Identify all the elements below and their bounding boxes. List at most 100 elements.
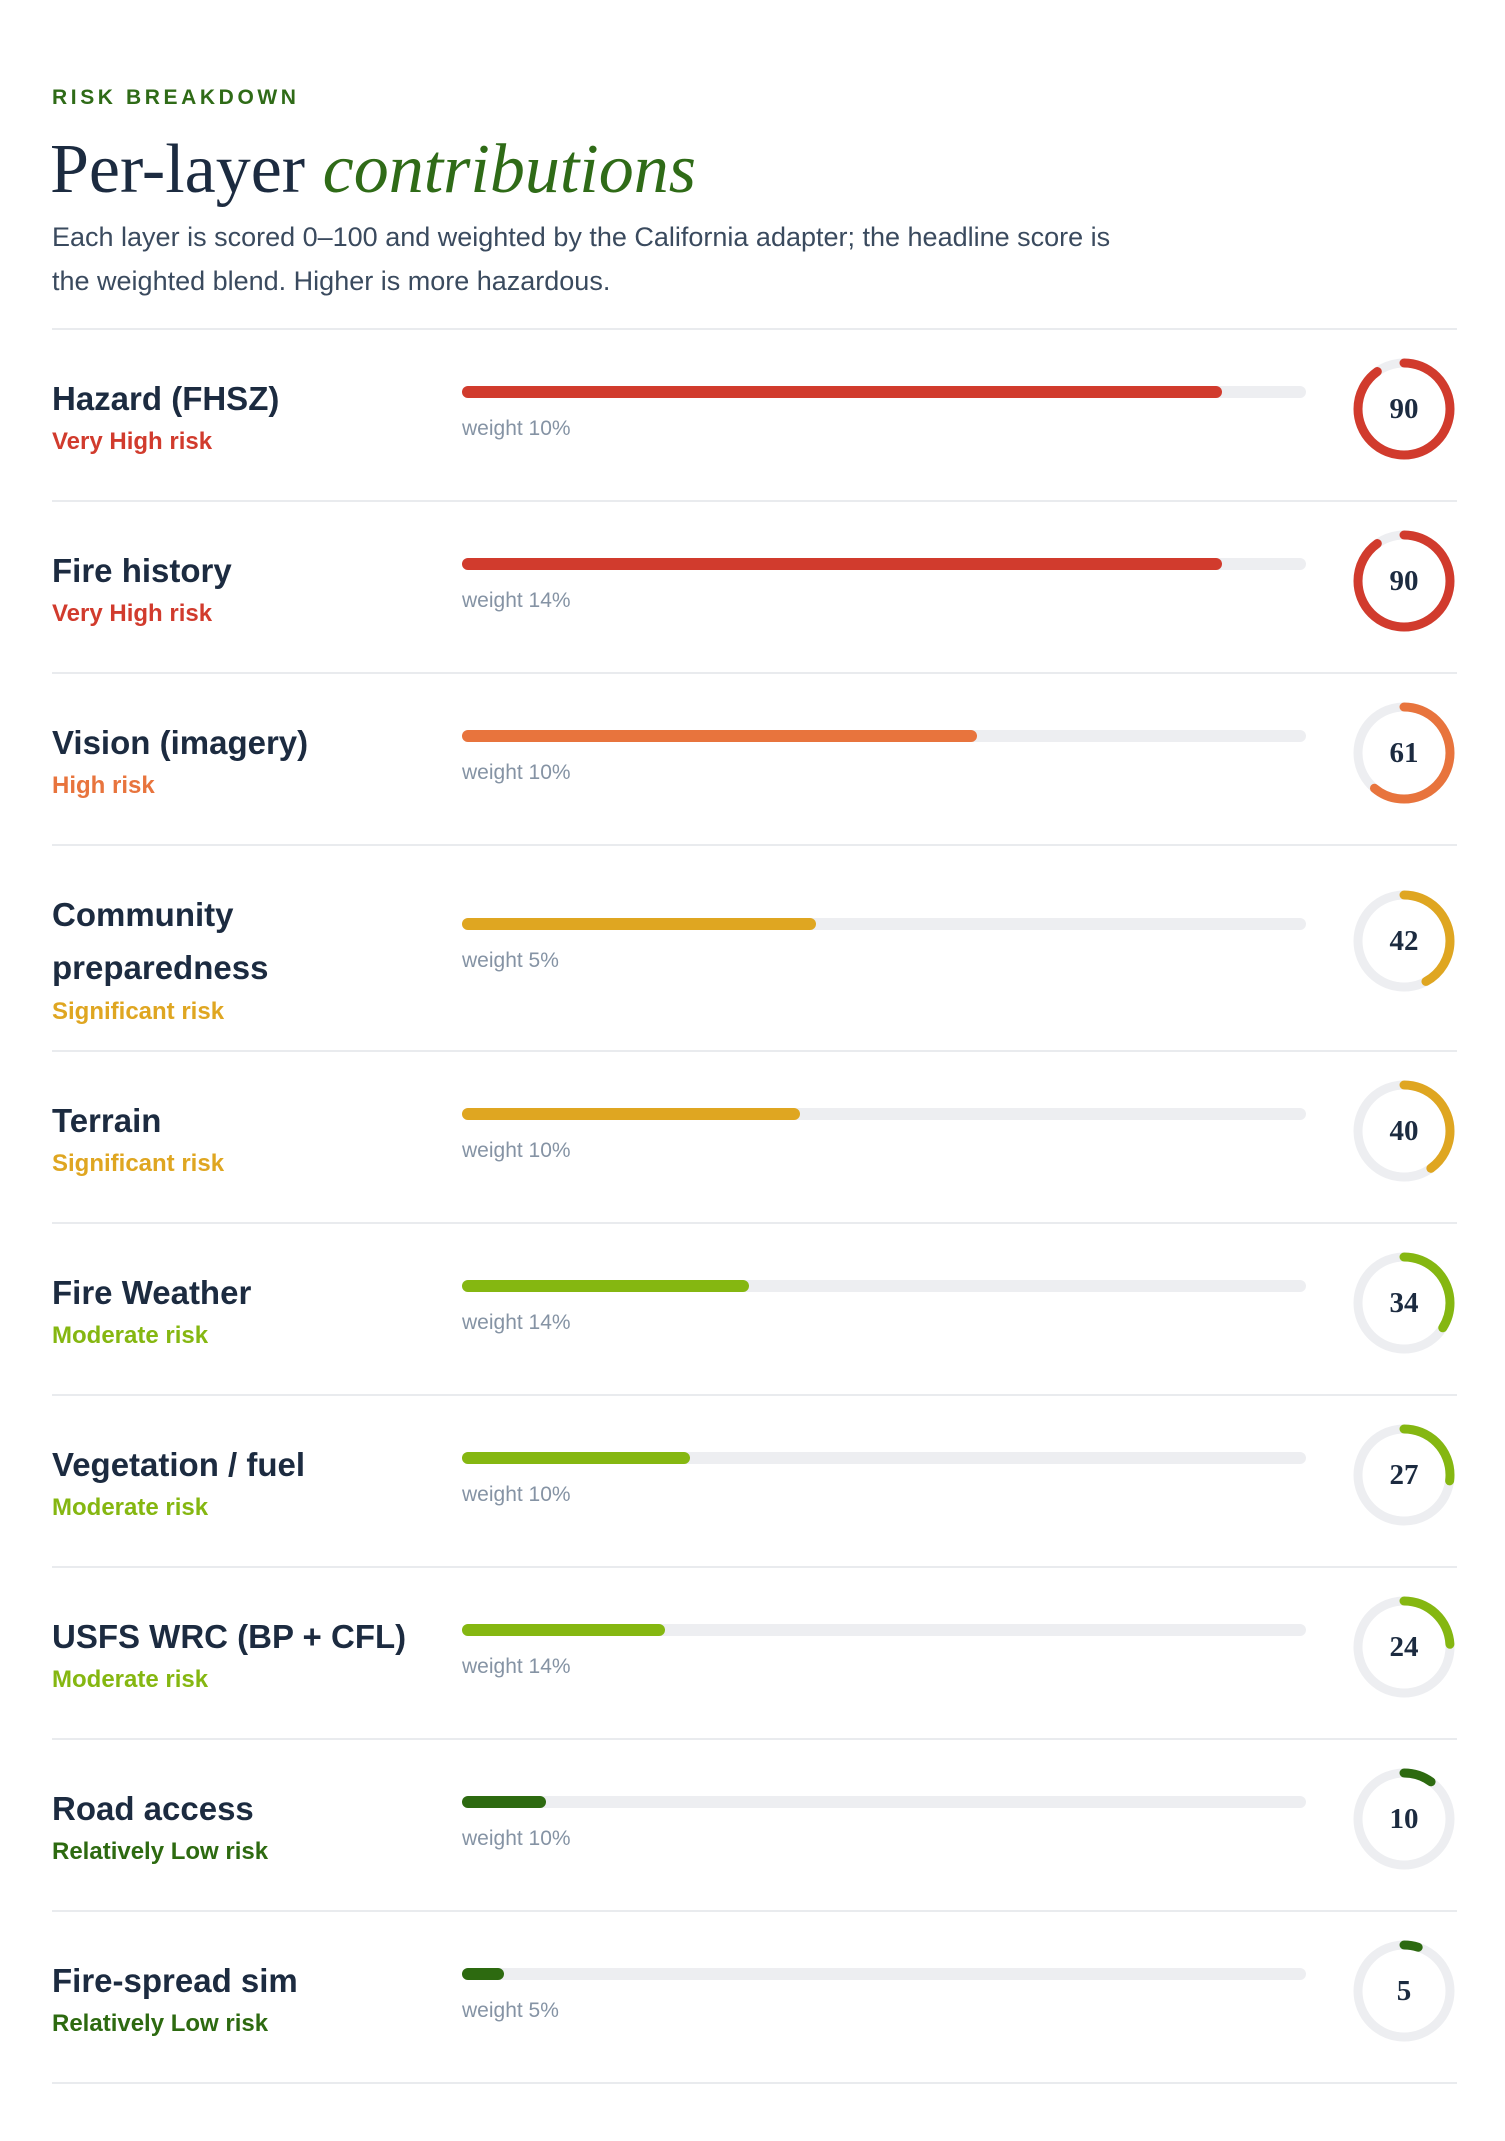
score-bar-fill [462, 1452, 690, 1464]
score-bar-fill [462, 1968, 505, 1980]
score-ring-graphic [1353, 358, 1455, 460]
layer-name: Road access [52, 1790, 254, 1827]
layer-name: USFS WRC (BP + CFL) [52, 1618, 407, 1655]
score-bar-fill [462, 1108, 800, 1120]
layer-row: Vision (imagery) High risk weight 10% 61 [52, 674, 1457, 846]
score-value: 61 [1389, 737, 1419, 769]
weight-label: weight 10% [462, 761, 571, 784]
score-ring-arc [1353, 1940, 1455, 2042]
score-bar-track [462, 1280, 1306, 1292]
score-ring-graphic [1353, 890, 1455, 992]
layer-name: Community preparedness [52, 896, 269, 986]
score-ring-graphic [1353, 1596, 1455, 1698]
section-description: Each layer is scored 0–100 and weighted … [52, 222, 1111, 296]
score-ring-graphic [1353, 1940, 1455, 2042]
weight-label: weight 10% [462, 1483, 571, 1506]
score-bar-track [462, 1624, 1306, 1636]
risk-level-label: Very High risk [52, 600, 213, 627]
score-value: 27 [1389, 1459, 1419, 1491]
score-ring: 42 [1351, 888, 1457, 994]
score-ring: 90 [1351, 356, 1457, 462]
section-eyebrow: RISK BREAKDOWN [52, 86, 300, 109]
layer-row: Community preparedness Significant risk we… [52, 846, 1457, 1052]
weight-label: weight 10% [462, 1827, 571, 1850]
weight-label: weight 14% [462, 589, 571, 612]
score-bar-fill [462, 918, 817, 930]
score-bar-fill [462, 558, 1222, 570]
layer-row: Fire Weather Moderate risk weight 14% 34 [52, 1224, 1457, 1396]
score-ring-graphic [1353, 702, 1455, 804]
layer-row: USFS WRC (BP + CFL) Moderate risk weight 1… [52, 1568, 1457, 1740]
score-ring-graphic [1353, 1424, 1455, 1526]
risk-level-label: Significant risk [52, 998, 225, 1025]
score-ring: 34 [1351, 1250, 1457, 1356]
layer-name: Vegetation / fuel [52, 1446, 306, 1483]
score-ring: 61 [1351, 700, 1457, 806]
layer-name: Fire history [52, 552, 232, 589]
score-ring: 90 [1351, 528, 1457, 634]
score-ring-graphic [1353, 1080, 1455, 1182]
risk-level-label: Moderate risk [52, 1666, 209, 1693]
score-value: 10 [1389, 1803, 1419, 1835]
score-ring: 10 [1351, 1766, 1457, 1872]
score-ring-arc [1353, 1424, 1455, 1526]
layer-name: Hazard (FHSZ) [52, 380, 280, 417]
risk-level-label: Moderate risk [52, 1494, 209, 1521]
layer-row: Road access Relatively Low risk weight 10%… [52, 1740, 1457, 1912]
score-ring: 24 [1351, 1594, 1457, 1700]
score-ring-arc [1353, 702, 1455, 804]
weight-label: weight 5% [462, 949, 559, 972]
score-bar-fill [462, 1280, 749, 1292]
score-ring-arc [1353, 890, 1455, 992]
risk-level-label: Significant risk [52, 1150, 225, 1177]
title-accent: contributions [322, 131, 696, 208]
score-ring-graphic [1353, 1768, 1455, 1870]
score-bar-track [462, 1452, 1306, 1464]
weight-label: weight 14% [462, 1655, 571, 1678]
layer-row: Fire-spread sim Relatively Low risk weight… [52, 1912, 1457, 2084]
score-value: 24 [1389, 1631, 1419, 1663]
score-bar-fill [462, 1796, 547, 1808]
risk-level-label: Relatively Low risk [52, 1838, 269, 1865]
weight-label: weight 10% [462, 1139, 571, 1162]
score-ring-arc [1353, 1252, 1455, 1354]
layer-row: Terrain Significant risk weight 10% 40 [52, 1052, 1457, 1224]
score-bar-fill [462, 730, 977, 742]
score-ring-arc [1353, 358, 1455, 460]
score-bar-track [462, 558, 1306, 570]
score-bar-fill [462, 386, 1222, 398]
score-ring-arc [1353, 1596, 1455, 1698]
score-ring-graphic [1353, 1252, 1455, 1354]
risk-level-label: High risk [52, 772, 155, 799]
layer-row: Vegetation / fuel Moderate risk weight 10%… [52, 1396, 1457, 1568]
score-ring: 27 [1351, 1422, 1457, 1528]
score-value: 90 [1389, 393, 1419, 425]
score-bar-track [462, 1108, 1306, 1120]
score-value: 5 [1396, 1975, 1412, 2007]
page-title: Per-layer contributions [50, 124, 696, 216]
score-bar-fill [462, 1624, 665, 1636]
weight-label: weight 10% [462, 417, 571, 440]
weight-label: weight 5% [462, 1999, 559, 2022]
layer-row: Hazard (FHSZ) Very High risk weight 10% 90 [52, 330, 1457, 502]
score-bar-track [462, 1796, 1306, 1808]
score-ring-arc [1353, 1768, 1455, 1870]
risk-level-label: Very High risk [52, 428, 213, 455]
risk-level-label: Relatively Low risk [52, 2010, 269, 2037]
score-bar-track [462, 1968, 1306, 1980]
score-ring-graphic [1353, 530, 1455, 632]
score-value: 90 [1389, 565, 1419, 597]
layer-name: Fire Weather [52, 1274, 252, 1311]
risk-level-label: Moderate risk [52, 1322, 209, 1349]
title-main: Per-layer [50, 131, 323, 208]
layer-name: Terrain [52, 1102, 162, 1139]
layer-name: Vision (imagery) [52, 724, 309, 761]
score-value: 42 [1389, 925, 1419, 957]
weight-label: weight 14% [462, 1311, 571, 1334]
layer-row: Fire history Very High risk weight 14% 90 [52, 502, 1457, 674]
score-bar-track [462, 918, 1306, 930]
score-bar-track [462, 730, 1306, 742]
layer-name: Fire-spread sim [52, 1962, 298, 1999]
score-ring-arc [1353, 1080, 1455, 1182]
layer-list: Hazard (FHSZ) Very High risk weight 10% 90 F… [52, 328, 1457, 2084]
